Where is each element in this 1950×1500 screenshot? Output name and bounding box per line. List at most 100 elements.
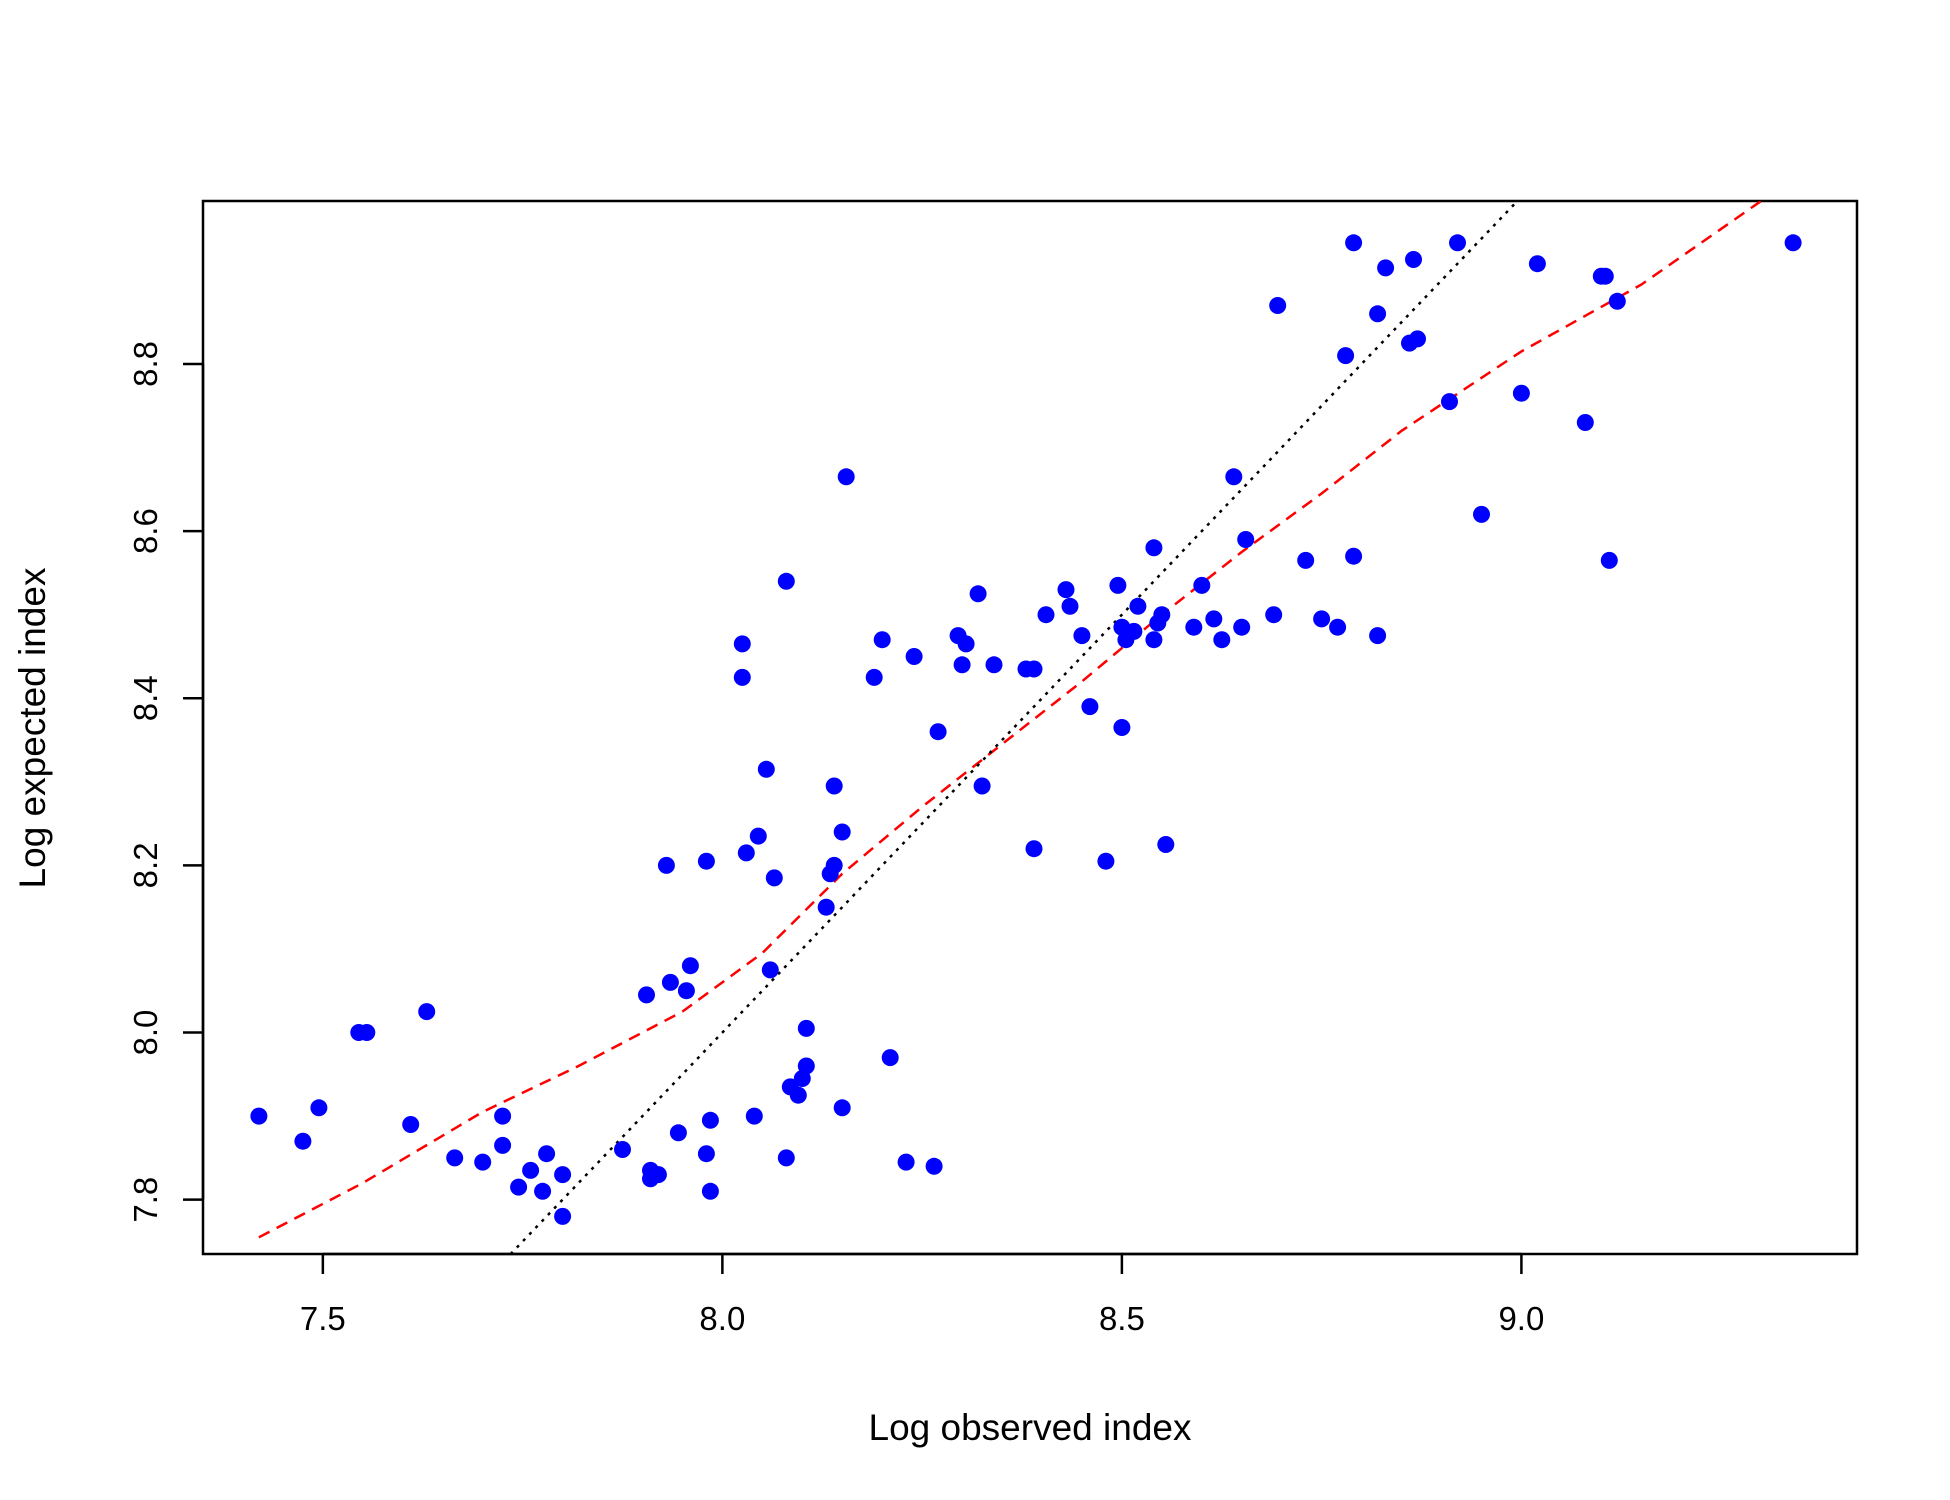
data-point bbox=[733, 668, 751, 686]
data-point bbox=[1265, 606, 1283, 624]
data-point bbox=[797, 1057, 815, 1075]
data-point bbox=[554, 1166, 572, 1184]
identity-line bbox=[509, 201, 1519, 1254]
data-point bbox=[905, 648, 923, 665]
data-point bbox=[749, 827, 767, 845]
data-point bbox=[1297, 551, 1315, 569]
plot-area-frame bbox=[201, 199, 1859, 1256]
data-point bbox=[677, 982, 695, 1000]
data-point bbox=[985, 656, 1003, 674]
data-point bbox=[1784, 234, 1802, 252]
data-point bbox=[661, 973, 679, 991]
data-point bbox=[1345, 234, 1363, 252]
data-point bbox=[554, 1207, 572, 1225]
data-point bbox=[669, 1124, 687, 1142]
data-point bbox=[446, 1149, 464, 1167]
data-point bbox=[697, 852, 715, 870]
x-axis-title: Log observed index bbox=[869, 1407, 1192, 1448]
data-point bbox=[1081, 698, 1099, 716]
data-point bbox=[1073, 627, 1091, 645]
data-point bbox=[522, 1161, 540, 1179]
data-point bbox=[873, 631, 891, 649]
data-point bbox=[929, 723, 947, 741]
data-point bbox=[494, 1136, 512, 1154]
x-axis: 7.5 8.0 8.5 9.0 bbox=[300, 1252, 1544, 1337]
data-point bbox=[761, 961, 779, 979]
y-tick-label: 8.4 bbox=[127, 675, 164, 721]
data-point bbox=[510, 1178, 528, 1196]
data-point bbox=[1025, 660, 1043, 678]
data-point bbox=[1233, 618, 1251, 636]
data-point bbox=[777, 1149, 795, 1167]
data-point bbox=[1213, 631, 1231, 649]
data-point bbox=[925, 1157, 943, 1175]
data-point bbox=[697, 1145, 715, 1163]
x-tick-label: 8.5 bbox=[1099, 1300, 1145, 1337]
data-point bbox=[294, 1132, 312, 1150]
data-point bbox=[1129, 597, 1147, 615]
data-point bbox=[1097, 852, 1115, 870]
y-tick-label: 8.6 bbox=[127, 508, 164, 554]
data-point bbox=[737, 844, 755, 862]
y-axis-title: Log expected index bbox=[12, 567, 53, 888]
data-point bbox=[865, 668, 883, 686]
data-point bbox=[1057, 581, 1075, 599]
y-tick-label: 8.2 bbox=[127, 842, 164, 888]
data-point bbox=[701, 1111, 719, 1129]
data-point bbox=[538, 1145, 556, 1163]
y-tick-label: 8.8 bbox=[127, 341, 164, 387]
data-point bbox=[757, 760, 775, 778]
data-point bbox=[833, 823, 851, 841]
data-point bbox=[310, 1099, 328, 1117]
data-point bbox=[1329, 618, 1347, 636]
data-point bbox=[1441, 393, 1458, 411]
data-point bbox=[1369, 627, 1387, 645]
data-point bbox=[638, 986, 655, 1004]
data-point bbox=[1145, 539, 1163, 557]
data-point bbox=[1313, 610, 1331, 628]
data-point bbox=[825, 856, 843, 874]
data-point bbox=[953, 656, 971, 674]
data-point bbox=[1405, 251, 1422, 268]
data-point bbox=[1449, 234, 1466, 252]
data-point bbox=[969, 585, 987, 603]
data-point bbox=[1061, 597, 1079, 615]
y-tick-label: 7.8 bbox=[127, 1177, 164, 1223]
data-point bbox=[1185, 618, 1203, 636]
data-point bbox=[474, 1153, 492, 1171]
y-axis: 7.8 8.0 8.2 8.4 8.6 8.8 bbox=[127, 341, 205, 1223]
data-point bbox=[1269, 297, 1287, 314]
data-point bbox=[789, 1086, 807, 1104]
data-point bbox=[733, 635, 751, 653]
data-point bbox=[1596, 267, 1614, 285]
data-point bbox=[1145, 631, 1163, 649]
data-point bbox=[250, 1107, 268, 1125]
data-point bbox=[1377, 259, 1395, 277]
data-point bbox=[418, 1003, 436, 1021]
data-point bbox=[1025, 840, 1043, 858]
data-point bbox=[957, 635, 975, 653]
data-point bbox=[1157, 836, 1175, 853]
data-point bbox=[1153, 606, 1171, 624]
data-point bbox=[837, 468, 855, 486]
data-point bbox=[1109, 576, 1127, 594]
data-point bbox=[681, 957, 699, 975]
data-point bbox=[614, 1141, 631, 1158]
data-point bbox=[1369, 305, 1387, 323]
data-point bbox=[1576, 414, 1594, 431]
data-point bbox=[1337, 347, 1355, 365]
data-point bbox=[1237, 531, 1255, 548]
data-point bbox=[881, 1049, 899, 1067]
data-point bbox=[777, 572, 795, 590]
data-point bbox=[1193, 576, 1211, 594]
data-point bbox=[817, 898, 835, 916]
data-point bbox=[1473, 505, 1490, 523]
data-point bbox=[973, 777, 991, 795]
identity-line-layer bbox=[509, 201, 1519, 1254]
y-tick-label: 8.0 bbox=[127, 1010, 164, 1056]
data-point bbox=[1409, 330, 1426, 348]
points-layer bbox=[250, 234, 1802, 1225]
data-point bbox=[833, 1099, 851, 1117]
data-point bbox=[1205, 610, 1223, 628]
data-point bbox=[1512, 384, 1530, 402]
